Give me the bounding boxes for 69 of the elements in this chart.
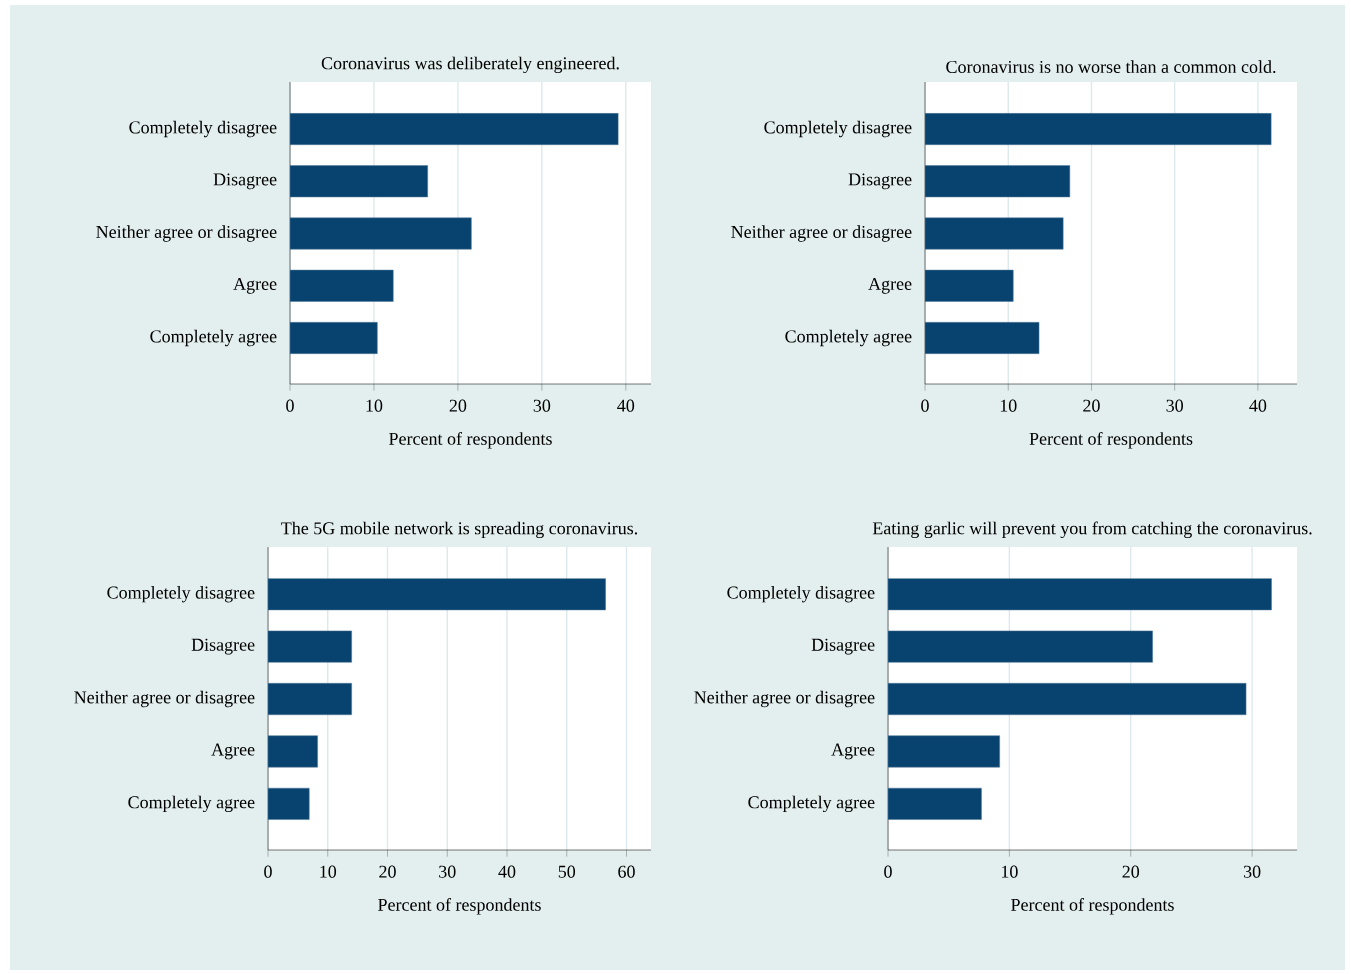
y-tick-label: Disagree — [191, 638, 255, 655]
bar — [268, 735, 318, 768]
bar — [925, 322, 1040, 354]
x-tick-label: 10 — [320, 865, 337, 878]
bar — [888, 735, 1000, 768]
bar — [268, 578, 606, 611]
y-tick-label: Disagree — [848, 173, 912, 190]
chart-title: The 5G mobile network is spreading coronavirus. — [281, 521, 638, 539]
y-tick-label: Agree — [233, 277, 277, 294]
bar — [268, 630, 352, 663]
x-tick-label: 40 — [498, 865, 516, 878]
y-tick-label: Neither agree or disagree — [731, 225, 912, 242]
y-tick-label: Completely agree — [150, 329, 277, 347]
x-tick-label: 50 — [558, 865, 576, 878]
x-tick-label: 30 — [533, 399, 551, 412]
x-tick-label: 0 — [286, 399, 294, 412]
bar — [888, 787, 982, 820]
y-tick-label: Completely agree — [128, 795, 255, 813]
chart-title: Coronavirus was deliberately engineered. — [321, 56, 619, 74]
x-tick-label: 10 — [1000, 399, 1017, 412]
bar — [290, 113, 619, 145]
x-tick-label: 30 — [1166, 399, 1183, 412]
bar — [925, 217, 1064, 250]
x-tick-label: 20 — [379, 865, 396, 878]
chart-title: Eating garlic will prevent you from catching the coronavirus. — [872, 521, 1312, 539]
y-tick-label: Completely disagree — [764, 120, 912, 138]
bar — [888, 683, 1247, 716]
x-axis-title: Percent of respondents — [389, 432, 552, 449]
y-tick-label: Neither agree or disagree — [96, 225, 277, 242]
bar — [290, 217, 472, 250]
bar — [888, 630, 1153, 663]
y-tick-label: Disagree — [213, 173, 277, 190]
x-tick-label: 0 — [921, 399, 929, 412]
x-tick-label: 20 — [1083, 399, 1100, 412]
y-tick-label: Agree — [868, 277, 912, 294]
x-axis-title: Percent of respondents — [1011, 898, 1174, 915]
y-tick-label: Completely disagree — [107, 586, 255, 603]
bar — [268, 787, 310, 820]
chart-title: Coronavirus is no worse than a common cold. — [946, 60, 1276, 74]
x-axis-title: Percent of respondents — [1029, 432, 1193, 449]
y-tick-label: Neither agree or disagree — [694, 690, 875, 708]
y-tick-label: Disagree — [811, 638, 875, 655]
bar — [268, 683, 352, 716]
y-tick-label: Agree — [211, 743, 255, 760]
x-tick-label: 0 — [264, 865, 272, 878]
x-tick-label: 20 — [1122, 865, 1140, 878]
x-tick-label: 60 — [618, 865, 635, 878]
x-tick-label: 30 — [439, 865, 456, 878]
bar — [290, 165, 428, 198]
bar — [925, 113, 1272, 145]
y-tick-label: Completely agree — [785, 329, 912, 347]
x-tick-label: 30 — [1243, 865, 1261, 878]
bar — [290, 269, 394, 302]
y-tick-label: Neither agree or disagree — [74, 690, 255, 708]
x-axis-title: Percent of respondents — [378, 898, 541, 915]
x-tick-label: 20 — [449, 399, 467, 412]
bar — [290, 322, 378, 354]
x-tick-label: 40 — [1249, 399, 1267, 412]
y-tick-label: Completely disagree — [129, 120, 277, 138]
bar — [888, 578, 1272, 611]
x-tick-label: 0 — [884, 865, 892, 878]
y-tick-label: Agree — [831, 743, 875, 760]
x-tick-label: 10 — [1001, 865, 1018, 878]
y-tick-label: Completely agree — [748, 795, 875, 813]
x-tick-label: 40 — [617, 399, 635, 412]
bar — [925, 165, 1071, 198]
bar — [925, 269, 1014, 302]
x-tick-label: 10 — [366, 399, 383, 412]
y-tick-label: Completely disagree — [727, 586, 875, 603]
